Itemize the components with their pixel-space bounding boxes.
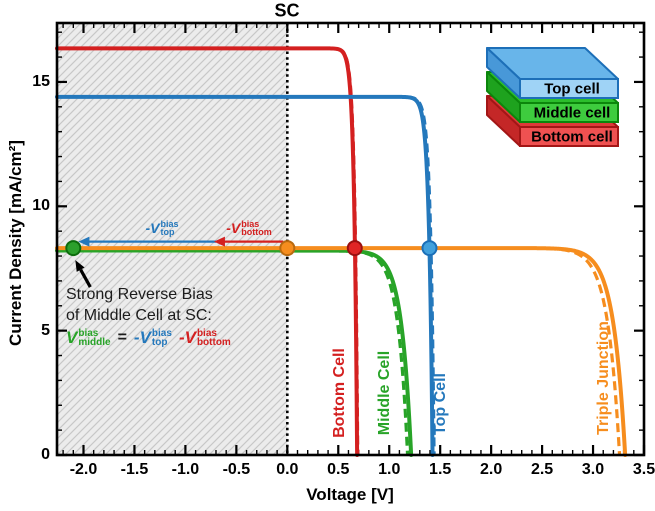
formula-v-top: -V bias top [133,328,172,348]
legend-slab-front-bottom-cell [519,126,619,147]
v-top-symbol: -V [145,220,160,236]
sc-title: SC [274,0,300,21]
annotation-arrow [79,268,92,288]
x-tick-label: 1.0 [378,461,401,478]
annotation-arrow-head [75,260,85,272]
axis-frame [55,21,646,457]
x-tick-label: 2.0 [480,461,503,478]
triple-junction-sc-point [279,240,296,257]
x-tick-label: -0.5 [222,461,251,478]
curve-label-top-cell: Top Cell [432,373,449,435]
y-tick-label: 10 [32,197,50,215]
reverse-bias-hatch-region [57,23,288,455]
annotation-line-2: of Middle Cell at SC: [66,307,212,324]
arrow-label-v-top-bias: -V bias top [145,219,179,237]
annotation-line-1: Strong Reverse Bias [66,286,213,303]
bottom-cell-point [346,240,363,257]
legend-slab-front-top-cell [519,78,619,99]
legend-middle-cell-label: Middle cell [533,104,611,122]
v-bottom-symbol: -V [226,220,241,236]
middle-cell-reverse-bias-point [65,240,82,257]
curve-bottom-cell-dashed [55,46,360,456]
x-tick-label: 0.5 [327,461,350,478]
curve-label-middle-cell: Middle Cell [376,350,393,436]
x-tick-label: -1.0 [171,461,200,478]
curve-label-bottom-cell: Bottom Cell [331,348,348,438]
curve-middle-cell-dashed [55,248,410,456]
curve-label-triple-junction: Triple Junction [595,321,612,435]
curve-top-cell-dashed [55,95,436,456]
v-bottom-sup: bias [241,219,260,229]
y-tick-label: 15 [32,72,50,90]
y-axis-title: Current Density [mA/cm²] [6,140,25,346]
x-tick-label: -1.5 [120,461,149,478]
arrow-label-v-bottom-bias: -V bias bottom [226,219,272,237]
x-tick-label: 3.5 [632,461,655,478]
legend-top-cell-label: Top cell [544,80,600,98]
v-bottom-bias-arrow-head [213,236,225,247]
x-axis-title: Voltage [V] [306,485,394,504]
v-top-bias-arrow-head [78,236,90,247]
top-cell-point [421,240,438,257]
legend-slab-front-middle-cell [519,102,619,123]
v-bottom-sub: bottom [241,227,272,237]
x-tick-label: 1.5 [429,461,452,478]
x-tick-label: 0.0 [276,461,299,478]
v-top-sup: bias [160,219,179,229]
x-tick-label: -2.0 [69,461,98,478]
v-top-sub: top [160,227,175,237]
formula-equals: = [117,329,127,346]
y-tick-label: 5 [41,321,50,339]
legend-bottom-cell-label: Bottom cell [531,128,613,146]
x-tick-label: 3.0 [581,461,605,478]
x-tick-label: 2.5 [530,461,554,478]
y-tick-label: 0 [41,446,50,463]
formula-v-bottom: -V bias bottom [178,328,231,348]
curve-triple-junction-dashed [55,246,622,456]
